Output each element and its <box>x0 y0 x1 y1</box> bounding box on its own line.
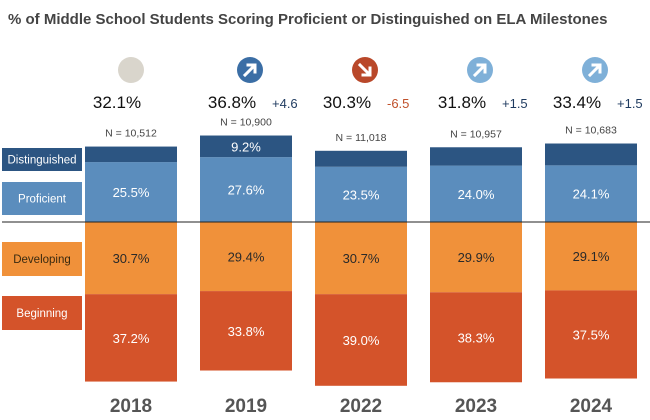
change-label: -6.5 <box>387 96 409 111</box>
legend-label-beginning: Beginning <box>16 308 67 320</box>
n-count-label: N = 11,018 <box>336 132 387 144</box>
bar-distinguished <box>545 143 637 166</box>
bar-label-beginning: 33.8% <box>228 324 265 339</box>
change-label: +1.5 <box>617 96 643 111</box>
bar-distinguished <box>430 147 522 166</box>
bar-proficient <box>430 165 522 222</box>
bar-proficient <box>85 162 177 222</box>
n-count-label: N = 10,683 <box>565 125 617 137</box>
total-proficient-label: 32.1% <box>93 93 141 112</box>
bar-proficient <box>200 157 292 222</box>
arrow-up-right-icon <box>467 57 493 83</box>
trend-icon-circle <box>118 57 144 83</box>
bar-label-developing: 29.4% <box>228 250 265 265</box>
x-axis: 2018 2019 2022 2023 2024 <box>110 396 613 417</box>
legend-swatch-beginning <box>2 296 82 330</box>
bar-label-distinguished: 9.2% <box>231 139 261 154</box>
legend-label-distinguished: Distinguished <box>7 155 76 167</box>
bar-distinguished <box>200 135 292 158</box>
total-proficient-label: 33.4% <box>553 93 601 112</box>
bar-beginning <box>430 292 522 383</box>
legend-swatch-distinguished <box>2 148 82 171</box>
n-count-label: N = 10,900 <box>220 117 272 129</box>
bars: 25.5% 30.7% 37.2% 27.6% 9.2% 29.4% 33.8% 23.5% 3… <box>85 135 637 386</box>
bar-beginning <box>315 294 407 386</box>
bar-developing <box>315 222 407 295</box>
trend-arrow <box>472 63 487 78</box>
trend-arrow <box>242 63 257 78</box>
legend-label-proficient: Proficient <box>18 194 67 206</box>
bar-beginning <box>85 294 177 382</box>
neutral-circle-icon <box>118 57 144 83</box>
n-count-label: N = 10,512 <box>105 128 157 140</box>
bar-label-proficient: 24.1% <box>573 187 610 202</box>
bar-beginning <box>545 290 637 379</box>
n-count-label: N = 10,957 <box>450 128 502 140</box>
x-tick-label: 2018 <box>110 396 152 417</box>
arrow-up-right-icon <box>582 57 608 83</box>
bar-label-beginning: 39.0% <box>343 333 380 348</box>
change-label: +1.5 <box>502 96 528 111</box>
bar-distinguished <box>85 146 177 163</box>
change-label: +4.6 <box>272 96 298 111</box>
x-tick-label: 2022 <box>340 396 382 417</box>
bar-developing <box>85 222 177 295</box>
total-proficient-label: 31.8% <box>438 93 486 112</box>
total-proficient-label: 30.3% <box>323 93 371 112</box>
legend-swatch-proficient <box>2 182 82 215</box>
bar-label-proficient: 25.5% <box>113 185 150 200</box>
legend-swatch-developing <box>2 242 82 276</box>
total-proficient-label: 36.8% <box>208 93 256 112</box>
bar-label-developing: 30.7% <box>113 251 150 266</box>
bar-label-proficient: 23.5% <box>343 187 380 202</box>
trend-arrow <box>357 62 372 77</box>
x-tick-label: 2019 <box>225 396 267 417</box>
x-tick-label: 2024 <box>570 396 613 417</box>
bar-distinguished <box>315 150 407 167</box>
bar-label-developing: 30.7% <box>343 251 380 266</box>
bar-beginning <box>200 291 292 371</box>
arrow-down-right-icon <box>352 57 378 83</box>
bar-label-developing: 29.1% <box>573 249 610 264</box>
legend: Distinguished Proficient Developing Beginni… <box>2 148 82 330</box>
bar-developing <box>545 222 637 291</box>
bar-developing <box>200 222 292 292</box>
x-tick-label: 2023 <box>455 396 497 417</box>
chart-title: % of Middle School Students Scoring Prof… <box>8 11 607 28</box>
bar-label-beginning: 37.2% <box>113 331 150 346</box>
bar-proficient <box>315 166 407 222</box>
bar-developing <box>430 222 522 293</box>
bar-proficient <box>545 165 637 222</box>
trend-arrow <box>587 63 602 78</box>
bar-label-beginning: 37.5% <box>573 327 610 342</box>
bar-label-beginning: 38.3% <box>458 330 495 345</box>
legend-label-developing: Developing <box>13 254 71 266</box>
arrow-up-right-icon <box>237 57 263 83</box>
bar-label-developing: 29.9% <box>458 250 495 265</box>
bar-label-proficient: 24.0% <box>458 187 495 202</box>
annotations: N = 10,512 32.1% N = 10,900 36.8% +4.6 N = 11… <box>93 57 643 144</box>
bar-label-proficient: 27.6% <box>228 183 265 198</box>
